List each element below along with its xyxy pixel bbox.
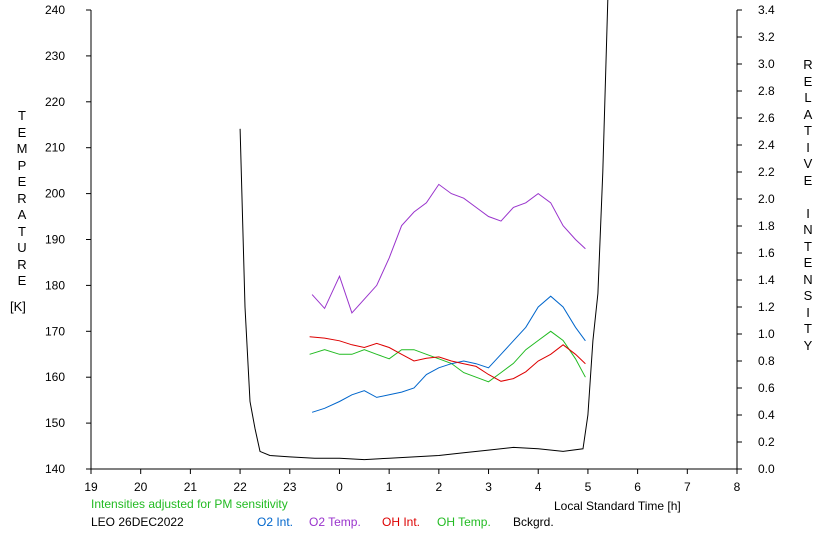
axis-title-letter: E — [17, 273, 27, 288]
left-y-tick-label: 240 — [45, 3, 65, 17]
legend-oh-int: OH Int. — [382, 515, 421, 529]
axis-title-letter: R — [17, 190, 27, 206]
axis-title-letter: A — [17, 207, 27, 222]
legend-o2-int: O2 Int. — [257, 515, 294, 529]
left-y-tick-label: 190 — [45, 233, 65, 247]
axis-title-letter: V — [803, 156, 813, 171]
axis-title-letter: I — [806, 205, 810, 221]
left-y-tick-label: 230 — [45, 49, 65, 63]
axis-title-letter: M — [16, 141, 28, 156]
axis-title-letter: E — [17, 124, 27, 140]
x-tick-label: 0 — [336, 480, 343, 494]
x-tick-label: 23 — [283, 480, 297, 494]
axis-title-letter: Y — [803, 337, 813, 353]
right-y-tick-label: 2.4 — [758, 138, 775, 152]
right-y-tick-label: 1.8 — [758, 219, 775, 233]
x-tick-label: 5 — [585, 480, 592, 494]
right-y-tick-label: 3.2 — [758, 30, 775, 44]
left-axis-unit: [K] — [10, 299, 26, 314]
axis-title-letter: L — [804, 90, 812, 105]
x-tick-label: 19 — [84, 480, 98, 494]
left-y-tick-label: 220 — [45, 95, 65, 109]
right-y-tick-label: 2.6 — [758, 111, 775, 125]
left-y-tick-label: 150 — [45, 416, 65, 430]
station-date-label: LEO 26DEC2022 — [91, 515, 184, 529]
legend-o2-temp: O2 Temp. — [309, 515, 361, 529]
right-y-tick-label: 2.8 — [758, 84, 775, 98]
right-y-tick-label: 0.0 — [758, 462, 775, 476]
right-y-axis: 0.0 0.2 0.4 0.6 0.8 1.0 1.2 1.4 1.6 1.8 2.0 2.2 2.4 2… — [737, 3, 775, 476]
legend-oh-temp: OH Temp. — [437, 515, 491, 529]
axis-title-letter: R — [17, 256, 27, 272]
axis-title-letter: S — [803, 288, 813, 303]
x-tick-label: 3 — [485, 480, 492, 494]
right-y-tick-label: 1.2 — [758, 300, 775, 314]
right-y-tick-label: 2.0 — [758, 192, 775, 206]
left-y-tick-label: 210 — [45, 141, 65, 155]
axis-title-letter: E — [17, 174, 27, 189]
axis-title-letter: N — [803, 222, 813, 237]
left-y-tick-label: 180 — [45, 278, 65, 292]
x-axis: 19 20 21 22 23 0 1 2 3 4 5 6 7 8 — [84, 469, 741, 494]
x-tick-label: 2 — [436, 480, 443, 494]
axis-title-letter: U — [17, 240, 27, 255]
pm-sensitivity-note: Intensities adjusted for PM sensitivity — [91, 497, 288, 511]
x-tick-label: 6 — [634, 480, 641, 494]
axis-title-letter: R — [803, 57, 813, 72]
axis-title-letter: T — [18, 108, 26, 123]
right-y-tick-label: 3.0 — [758, 57, 775, 71]
axis-title-letter: I — [806, 139, 810, 155]
right-y-tick-label: 1.0 — [758, 327, 775, 341]
right-y-tick-label: 0.4 — [758, 408, 775, 422]
series-oh-int — [309, 336, 586, 382]
left-y-tick-label: 160 — [45, 370, 65, 384]
left-y-tick-label: 200 — [45, 187, 65, 201]
right-y-tick-label: 3.4 — [758, 3, 775, 17]
axis-title-letter: E — [803, 73, 813, 89]
axis-title-letter: T — [804, 238, 812, 254]
axis-title-letter: E — [803, 255, 813, 270]
axis-title-letter: I — [806, 304, 810, 320]
x-axis-title: Local Standard Time [h] — [554, 499, 681, 513]
x-tick-label: 20 — [134, 480, 148, 494]
series-bckgrd — [239, 0, 609, 461]
axis-title-letter: T — [804, 321, 812, 336]
series-o2-temp — [311, 183, 586, 314]
x-tick-label: 4 — [535, 480, 542, 494]
axis-title-letter: P — [17, 157, 27, 173]
plot-frame — [90, 10, 738, 470]
legend-bckgrd: Bckgrd. — [513, 515, 554, 529]
left-y-tick-label: 140 — [45, 462, 65, 476]
x-tick-label: 22 — [233, 480, 247, 494]
right-y-tick-label: 0.6 — [758, 381, 775, 395]
axis-title-letter: E — [803, 172, 813, 188]
axis-title-letter — [806, 189, 810, 206]
x-tick-label: 1 — [386, 480, 393, 494]
axis-title-letter: T — [804, 123, 812, 138]
right-y-tick-label: 1.6 — [758, 246, 775, 260]
axis-title-letter: A — [803, 106, 813, 122]
right-y-tick-label: 1.4 — [758, 273, 775, 287]
series-layer — [239, 0, 609, 461]
right-y-tick-label: 0.2 — [758, 435, 775, 449]
x-tick-label: 8 — [734, 480, 741, 494]
x-tick-label: 21 — [184, 480, 198, 494]
axis-title-letter: N — [803, 271, 813, 287]
right-y-tick-label: 0.8 — [758, 354, 775, 368]
right-y-tick-label: 2.2 — [758, 165, 775, 179]
x-tick-label: 7 — [684, 480, 691, 494]
series-oh-temp — [309, 330, 586, 383]
axis-title-letter: T — [18, 223, 26, 239]
series-o2-int — [311, 295, 586, 413]
left-y-axis: 140 150 160 170 180 190 200 210 220 230 240 — [45, 3, 91, 476]
left-y-tick-label: 170 — [45, 324, 65, 338]
